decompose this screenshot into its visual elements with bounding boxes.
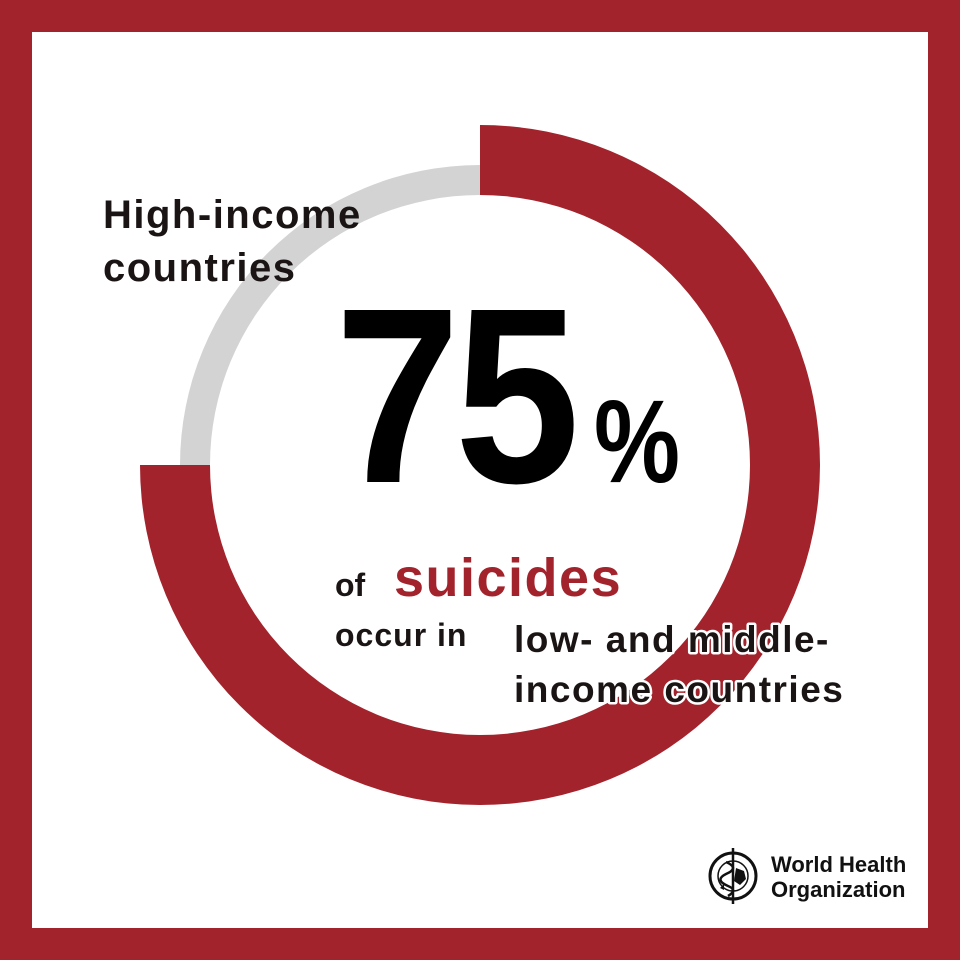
who-emblem-icon	[708, 848, 758, 904]
donut-chart	[140, 125, 820, 805]
label-lmic-2: income countries	[514, 669, 844, 710]
logo-line1: World Health	[771, 852, 906, 877]
label-occur-in: occur in	[335, 617, 467, 653]
label-high-income-2: countries	[103, 246, 297, 290]
big-number: 75	[335, 257, 574, 536]
donut-slice-high-income	[180, 165, 480, 465]
logo-line2: Organization	[771, 877, 905, 902]
label-of: of	[335, 567, 366, 603]
label-lmic-1: low- and middle-	[514, 619, 830, 660]
percent-sign: %	[594, 375, 680, 507]
label-high-income-1: High-income	[103, 193, 362, 237]
label-suicides: suicides	[394, 548, 622, 608]
who-logo: World Health Organization	[708, 848, 906, 904]
